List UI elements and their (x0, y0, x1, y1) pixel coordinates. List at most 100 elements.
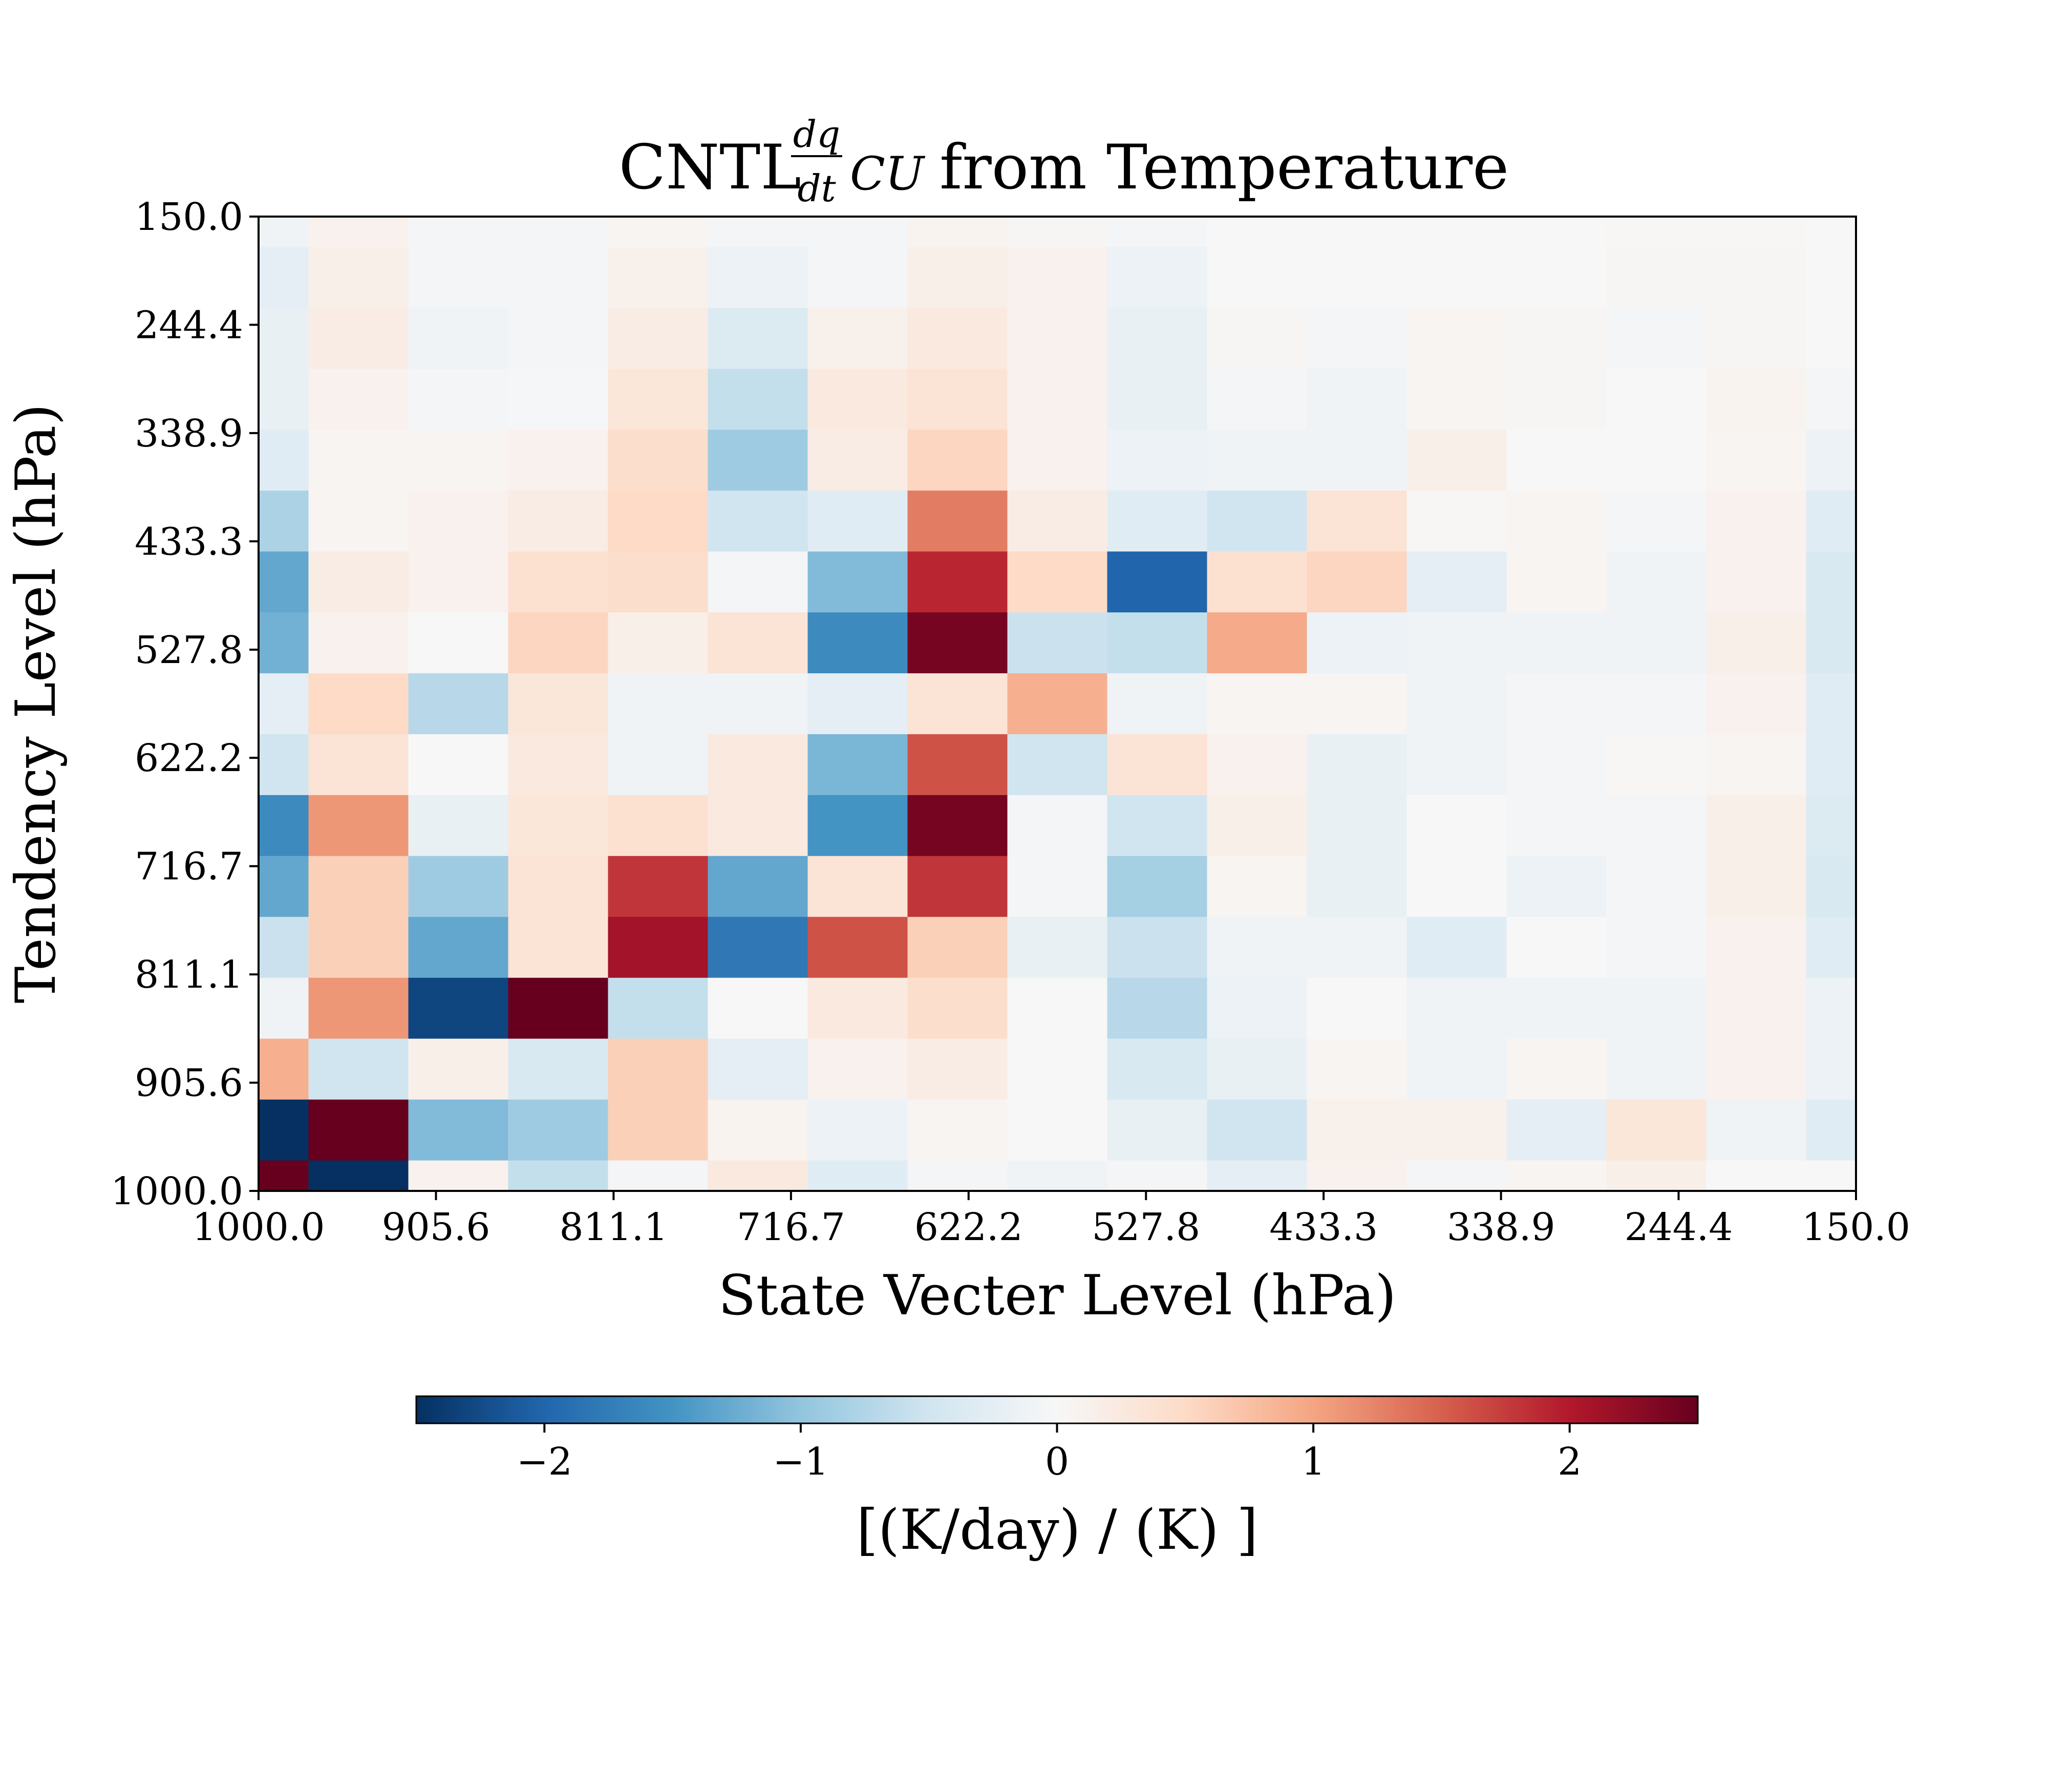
heatmap-cell (1406, 369, 1507, 430)
heatmap-cell (1207, 916, 1308, 978)
heatmap-cell (508, 308, 609, 369)
heatmap-cell (807, 430, 908, 491)
heatmap-cell (1307, 977, 1407, 1039)
heatmap-cell (308, 217, 409, 248)
heatmap-cell (708, 217, 808, 248)
heatmap-cell (508, 369, 609, 430)
heatmap-cell (1307, 856, 1407, 918)
heatmap-cell (907, 217, 1008, 248)
heatmap-cell (708, 1160, 808, 1191)
title-frac-num: dq (793, 113, 840, 156)
heatmap-cell (408, 247, 509, 309)
heatmap-cell (907, 1099, 1008, 1161)
y-tick-label: 1000.0 (111, 1169, 243, 1213)
heatmap-cell (1307, 430, 1407, 491)
heatmap-cell (1606, 1160, 1707, 1191)
heatmap-cell (408, 430, 509, 491)
heatmap-cell (608, 734, 709, 796)
heatmap-cell (907, 1038, 1008, 1100)
heatmap-cell (1806, 612, 1856, 674)
heatmap-cell (807, 490, 908, 552)
y-tick-label: 622.2 (135, 736, 243, 780)
heatmap-cell (1406, 308, 1507, 369)
heatmap-cell (1606, 856, 1707, 918)
heatmap-cell (1207, 1160, 1308, 1191)
heatmap-cell (259, 308, 309, 369)
heatmap-cell (259, 551, 309, 613)
heatmap-cell (408, 977, 509, 1039)
heatmap-cell (1506, 490, 1607, 552)
heatmap-cell (1507, 125, 1607, 187)
heatmap-cell (1806, 125, 1907, 187)
heatmap-cell (1107, 247, 1208, 309)
heatmap-cell (209, 125, 309, 187)
heatmap-cell (1506, 856, 1607, 918)
heatmap-cell (807, 217, 908, 248)
heatmap-cell (1406, 977, 1507, 1039)
heatmap-cell (1007, 795, 1108, 857)
colorbar-label: [(K/day) / (K) ] (857, 1498, 1258, 1562)
colorbar-tick-label: −1 (773, 1440, 828, 1484)
heatmap-cell (1606, 1038, 1707, 1100)
heatmap-cell (259, 490, 309, 552)
heatmap-cell (308, 916, 409, 978)
heatmap-cell (1806, 551, 1856, 613)
heatmap-cell (807, 1099, 908, 1161)
heatmap-cell (1806, 673, 1856, 735)
heatmap-cell (1007, 490, 1108, 552)
heatmap-cell (408, 308, 509, 369)
heatmap-cell (1406, 430, 1507, 491)
heatmap-cell (1406, 916, 1507, 978)
y-tick-label: 905.6 (135, 1061, 243, 1105)
heatmap-cell (1706, 1160, 1807, 1191)
heatmap-cell (1706, 369, 1807, 430)
heatmap-cell (259, 795, 309, 857)
heatmap-cell (1307, 612, 1407, 674)
heatmap-cell (1107, 490, 1208, 552)
heatmap-cell (1007, 856, 1108, 918)
heatmap-cell (1706, 916, 1807, 978)
heatmap-cell (708, 551, 808, 613)
heatmap-cell (1706, 734, 1807, 796)
heatmap-cell (259, 217, 309, 248)
heatmap-cell (408, 673, 509, 735)
heatmap-cell (408, 369, 509, 430)
heatmap-cell (608, 430, 709, 491)
heatmap-cell (308, 551, 409, 613)
heatmap-cell (907, 916, 1008, 978)
heatmap-cell (907, 1160, 1008, 1191)
heatmap-cell (1806, 734, 1856, 796)
x-tick-label: 244.4 (1625, 1205, 1733, 1249)
heatmap-cell (408, 1160, 509, 1191)
heatmap-cell (408, 916, 509, 978)
heatmap-cell (1007, 734, 1108, 796)
y-tick-label: 338.9 (135, 412, 243, 456)
heatmap-cell (508, 1160, 609, 1191)
heatmap-cell (1406, 217, 1507, 248)
heatmap-cell (1506, 217, 1607, 248)
heatmap-cell (608, 795, 709, 857)
colorbar-ticks: −2 −1 0 1 2 (517, 1423, 1582, 1484)
y-tick-label: 433.3 (135, 520, 243, 564)
heatmap-cell (907, 308, 1008, 369)
heatmap-cell (608, 308, 709, 369)
title-prefix: CNTL (618, 132, 801, 203)
heatmap-cell (608, 1038, 709, 1100)
chart-title: CNTL dq dt CU from Temperature (618, 113, 1509, 210)
heatmap-cell (1207, 217, 1308, 248)
heatmap-cell (807, 673, 908, 735)
x-tick-label: 716.7 (737, 1205, 845, 1249)
heatmap-cell (259, 247, 309, 309)
colorbar-tick-label: 2 (1558, 1440, 1582, 1484)
heatmap-cell (408, 734, 509, 796)
heatmap-cell (1706, 673, 1807, 735)
heatmap-cell (508, 612, 609, 674)
heatmap-cell (1307, 490, 1407, 552)
heatmap-cell (508, 217, 609, 248)
heatmap-cell (308, 977, 409, 1039)
heatmap-cell (259, 612, 309, 674)
heatmap-cell (708, 247, 808, 309)
heatmap-cell (1107, 612, 1208, 674)
heatmap-cell (308, 490, 409, 552)
